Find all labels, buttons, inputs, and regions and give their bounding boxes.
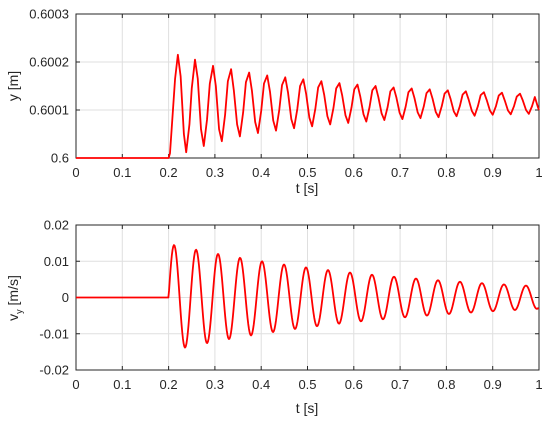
position-y-axis-label: y [m]: [5, 71, 21, 101]
velocity-x-tick-label: 0.2: [160, 377, 178, 392]
velocity-x-tick-label: 0.7: [391, 377, 409, 392]
velocity-x-axis-label: t [s]: [296, 400, 319, 416]
velocity-x-tick-label: 0.1: [113, 377, 131, 392]
velocity-y-tick-labels: -0.02 -0.01 0 0.01 0.02: [39, 218, 69, 378]
velocity-x-tick-labels: 0 0.1 0.2 0.3 0.4 0.5 0.6 0.7 0.8 0.9 1: [72, 377, 542, 392]
velocity-x-tick-label: 0.8: [437, 377, 455, 392]
position-x-tick-labels: 0 0.1 0.2 0.3 0.4 0.5 0.6 0.7 0.8 0.9 1: [72, 165, 542, 180]
position-y-tick-label: 0.6003: [29, 7, 69, 22]
position-y-tick-label: 0.6: [51, 151, 69, 166]
position-x-tick-label: 0.4: [252, 165, 270, 180]
position-x-tick-label: 0: [72, 165, 79, 180]
velocity-y-tick-label: -0.02: [39, 363, 69, 378]
velocity-y-tick-label: 0.02: [44, 218, 69, 233]
position-x-tick-label: 0.7: [391, 165, 409, 180]
velocity-x-tick-label: 1: [535, 377, 542, 392]
velocity-plot: 0 0.1 0.2 0.3 0.4 0.5 0.6 0.7 0.8 0.9 1 -0.02 -0.01…: [5, 218, 543, 417]
velocity-tick-marks: [75, 224, 540, 371]
velocity-series-line: [75, 244, 540, 349]
position-x-tick-label: 0.2: [160, 165, 178, 180]
position-plot: 0 0.1 0.2 0.3 0.4 0.5 0.6 0.7 0.8 0.9 1 0.60.60010…: [5, 7, 543, 197]
velocity-x-tick-label: 0.6: [345, 377, 363, 392]
position-y-tick-label: 0.6001: [29, 103, 69, 118]
velocity-x-tick-label: 0.3: [206, 377, 224, 392]
velocity-x-tick-label: 0.5: [298, 377, 316, 392]
position-x-tick-label: 0.5: [298, 165, 316, 180]
position-x-tick-label: 0.8: [437, 165, 455, 180]
position-grid: [75, 13, 540, 159]
velocity-y-tick-label: 0.01: [44, 254, 69, 269]
position-x-tick-label: 0.9: [484, 165, 502, 180]
position-x-axis-label: t [s]: [296, 180, 319, 196]
position-x-tick-label: 1: [535, 165, 542, 180]
position-x-tick-label: 0.6: [345, 165, 363, 180]
position-x-tick-label: 0.1: [113, 165, 131, 180]
velocity-y-tick-label: 0: [62, 290, 69, 305]
velocity-x-tick-label: 0.4: [252, 377, 270, 392]
position-y-tick-labels: 0.6 0.6001 0.6002 0.6003: [29, 7, 69, 166]
velocity-x-tick-label: 0: [72, 377, 79, 392]
position-y-tick-label: 0.6002: [29, 55, 69, 70]
position-x-tick-label: 0.3: [206, 165, 224, 180]
velocity-y-axis-label: vy [m/s]: [5, 275, 24, 321]
velocity-y-tick-label: -0.01: [39, 326, 69, 341]
position-series-line: [76, 53, 540, 159]
velocity-x-tick-label: 0.9: [484, 377, 502, 392]
